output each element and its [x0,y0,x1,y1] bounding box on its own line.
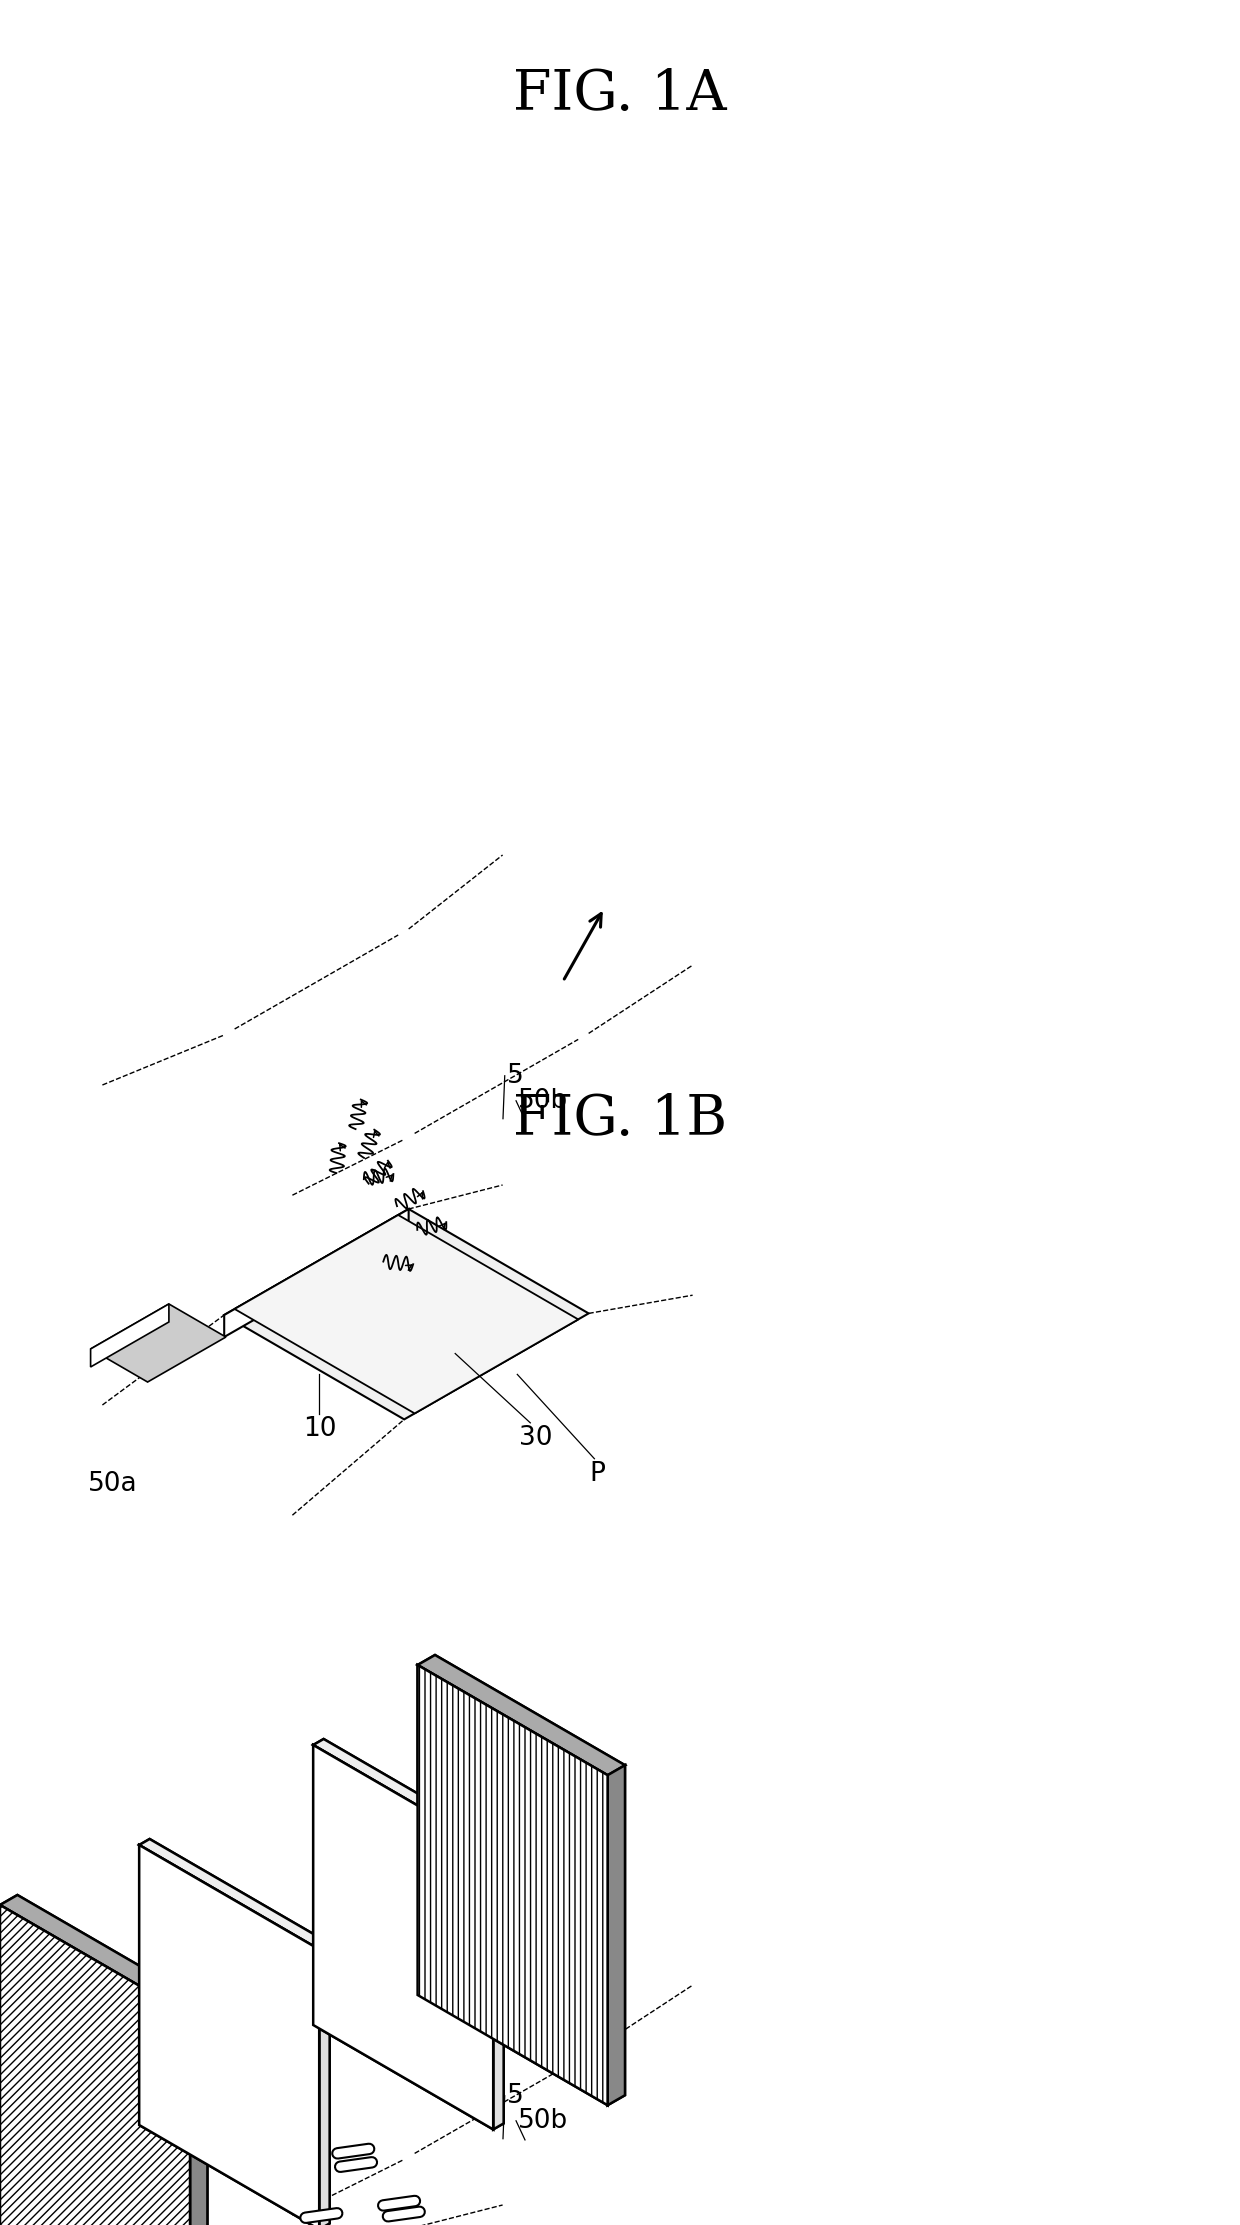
Polygon shape [224,1208,409,1337]
Polygon shape [190,2005,207,2225]
Polygon shape [418,1655,625,1776]
Polygon shape [319,1942,330,2225]
Text: 5: 5 [507,1064,523,1088]
Polygon shape [91,1304,169,1366]
Polygon shape [418,1664,608,2105]
Text: 50b: 50b [518,1088,568,1115]
Polygon shape [139,1845,319,2225]
Polygon shape [139,1845,319,2225]
Text: P: P [589,1462,605,1486]
Polygon shape [0,1896,207,2016]
Polygon shape [494,1842,503,2129]
Polygon shape [224,1208,589,1420]
Text: 50a: 50a [88,1471,138,1497]
Polygon shape [319,1942,330,2225]
Polygon shape [314,1740,503,1849]
Polygon shape [0,1905,190,2225]
Text: 5: 5 [507,2083,523,2109]
Polygon shape [314,1744,494,2129]
Text: 30: 30 [518,1424,552,1451]
Polygon shape [314,1740,503,1849]
Text: FIG. 1A: FIG. 1A [513,67,727,122]
Polygon shape [139,1840,330,1949]
Polygon shape [0,1905,190,2225]
Polygon shape [91,1304,226,1382]
Polygon shape [234,1215,578,1413]
Polygon shape [0,1896,207,2016]
Polygon shape [608,1764,625,2105]
Polygon shape [418,1664,608,2105]
Polygon shape [418,1655,625,1776]
Text: FIG. 1B: FIG. 1B [513,1092,727,1148]
Polygon shape [608,1764,625,2105]
Text: 10: 10 [303,1415,336,1442]
Polygon shape [314,1744,494,2129]
Text: 50b: 50b [518,2107,568,2134]
Polygon shape [494,1842,503,2129]
Polygon shape [139,1840,330,1949]
Polygon shape [190,2005,207,2225]
